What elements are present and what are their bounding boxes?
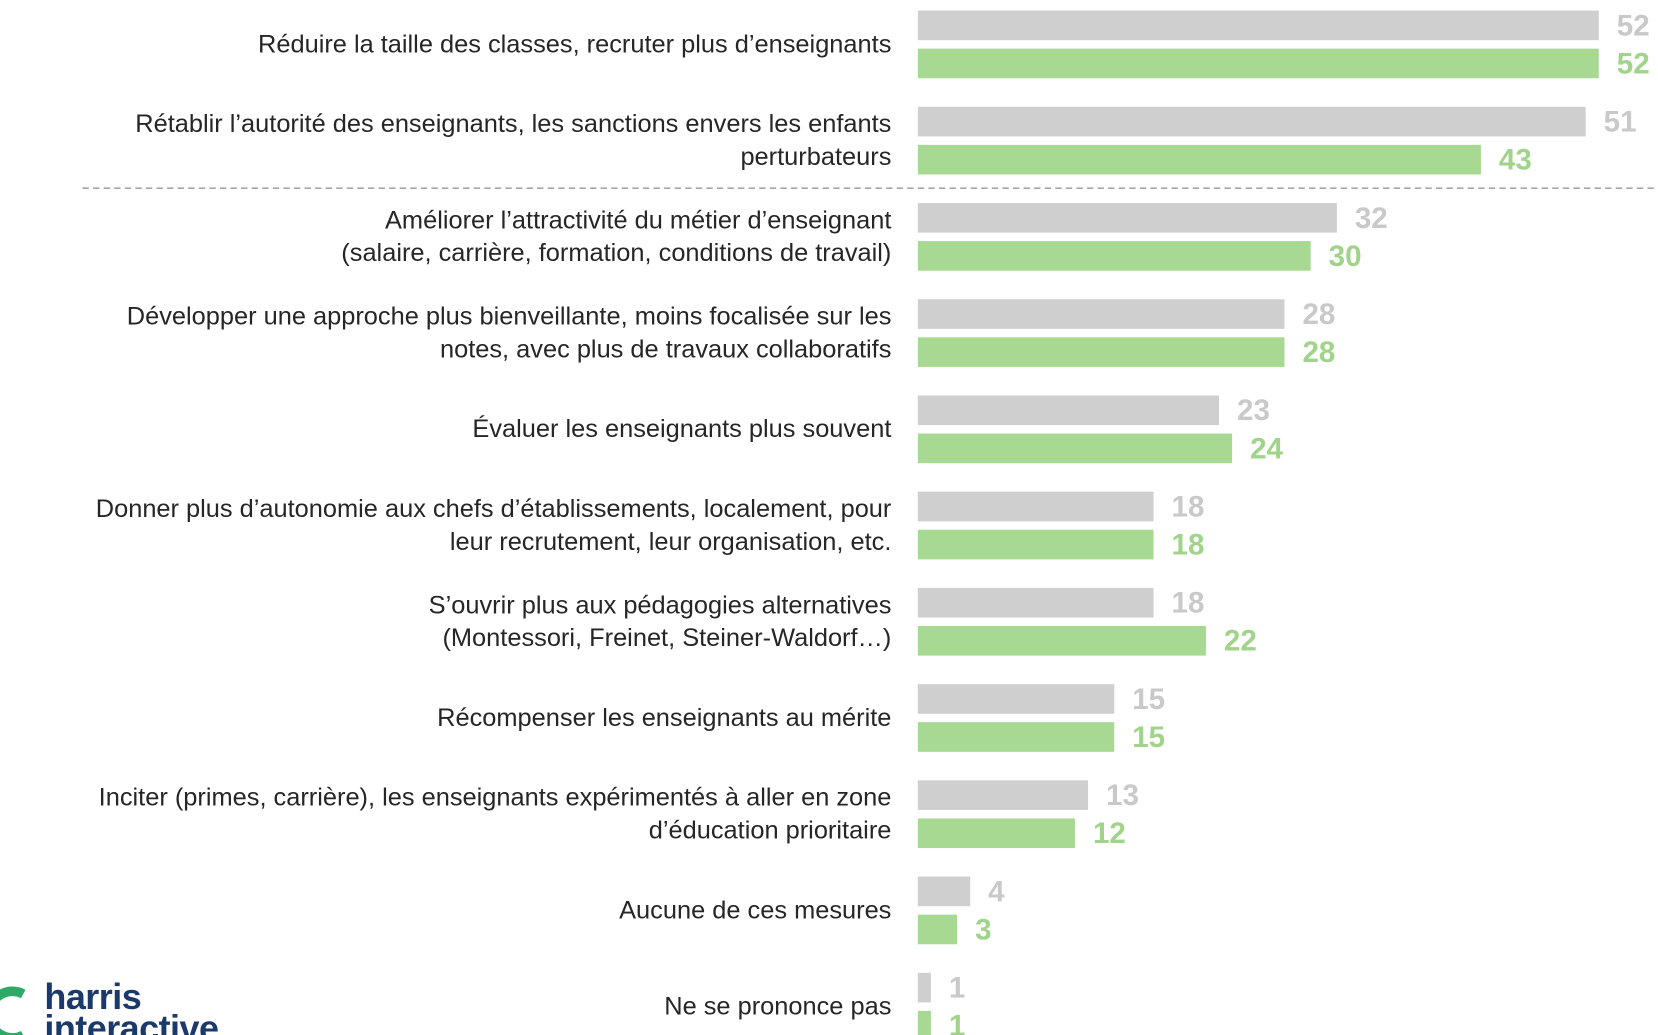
value-label: 32 — [1355, 202, 1388, 235]
category-label: Améliorer l’attractivité du métier d’ens… — [341, 206, 892, 268]
bar — [917, 299, 1285, 329]
bar — [917, 818, 1075, 849]
category-label: Développer une approche plus bienveillan… — [126, 302, 892, 364]
category-label: Récompenser les enseignants au mérite — [437, 703, 892, 733]
value-label: 23 — [1237, 394, 1270, 427]
value-label: 52 — [1617, 47, 1650, 80]
category-label: Inciter (primes, carrière), les enseigna… — [98, 783, 892, 845]
value-label: 15 — [1132, 721, 1165, 754]
value-label: 13 — [1106, 779, 1139, 812]
value-label: 28 — [1302, 336, 1335, 369]
bar — [917, 491, 1154, 522]
value-label: 28 — [1302, 298, 1335, 331]
bar — [917, 433, 1233, 464]
bar — [917, 722, 1115, 752]
bar — [917, 972, 931, 1003]
value-label: 22 — [1224, 625, 1257, 658]
value-label: 15 — [1132, 683, 1165, 716]
logo-mark — [0, 986, 26, 1035]
bar — [917, 395, 1220, 426]
bar — [917, 106, 1586, 137]
bar — [917, 337, 1285, 367]
bar — [917, 1010, 931, 1035]
bar — [917, 684, 1115, 714]
value-label: 4 — [988, 875, 1005, 908]
category-label: Réduire la taille des classes, recruter … — [258, 30, 892, 59]
value-label: 18 — [1172, 490, 1205, 523]
category-label: Évaluer les enseignants plus souvent — [472, 415, 892, 444]
bar — [917, 203, 1337, 233]
value-label: 1 — [949, 1010, 965, 1035]
value-label: 30 — [1329, 240, 1362, 273]
bar — [917, 10, 1599, 41]
bar — [917, 241, 1311, 271]
bar — [917, 780, 1089, 810]
category-label: Rétablir l’autorité des enseignants, les… — [135, 109, 892, 172]
bar — [917, 914, 958, 945]
logo: harris interactive — [44, 977, 219, 1035]
category-label: Donner plus d’autonomie aux chefs d’étab… — [95, 494, 892, 557]
bar — [917, 529, 1154, 560]
bar — [917, 587, 1154, 618]
value-label: 52 — [1617, 9, 1650, 42]
category-label: Ne se prononce pas — [664, 992, 892, 1021]
value-label: 18 — [1172, 587, 1205, 620]
category-label: S’ouvrir plus aux pédagogies alternative… — [428, 591, 892, 653]
value-label: 24 — [1250, 432, 1283, 465]
value-label: 1 — [949, 972, 965, 1005]
value-label: 43 — [1499, 144, 1532, 177]
value-label: 51 — [1604, 106, 1637, 139]
value-label: 18 — [1172, 528, 1205, 561]
bar — [917, 625, 1206, 656]
value-label: 3 — [975, 913, 991, 946]
category-label: Aucune de ces mesures — [619, 896, 892, 925]
value-label: 12 — [1093, 817, 1126, 850]
bar — [917, 144, 1481, 175]
bar — [917, 48, 1599, 79]
bar — [917, 876, 971, 907]
